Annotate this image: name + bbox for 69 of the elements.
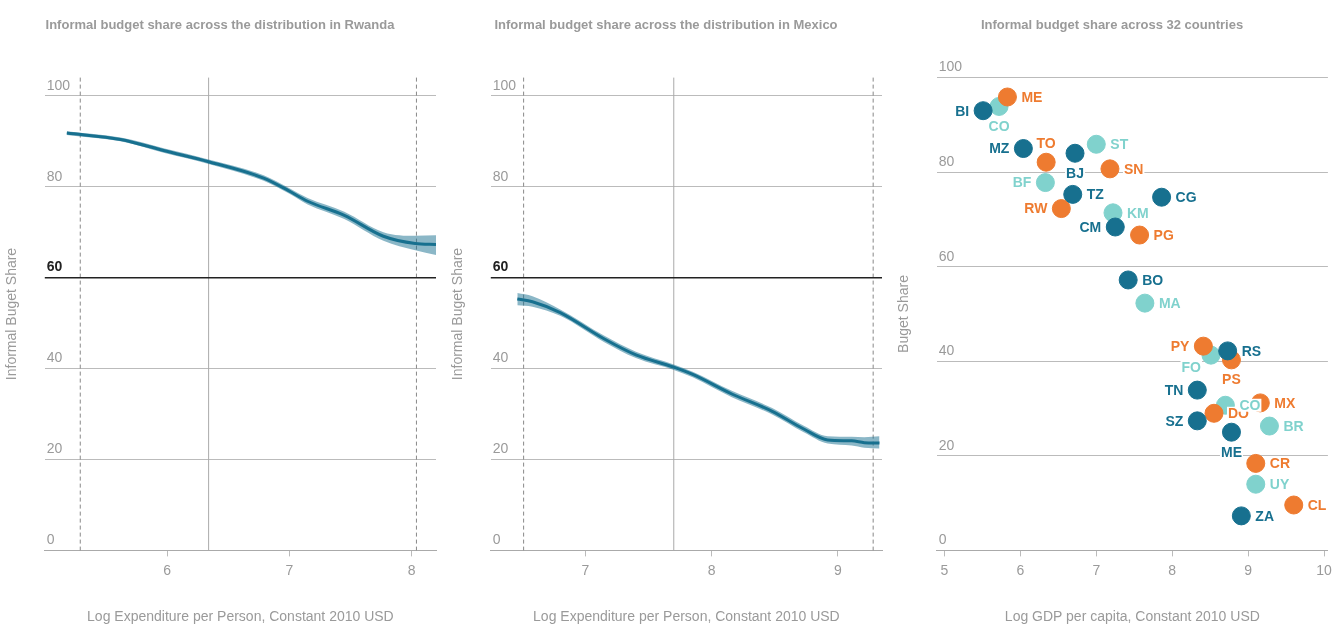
chart-title: Informal budget share across the distribution in Rwanda bbox=[45, 17, 396, 33]
y-tick-label: 80 bbox=[938, 153, 955, 170]
annotation: PG bbox=[1153, 226, 1174, 243]
x-tick-label: 8 bbox=[707, 561, 716, 578]
x-tick-label: 5 bbox=[940, 561, 949, 578]
y-tick-label: 40 bbox=[46, 349, 63, 366]
x-tick-label: 6 bbox=[163, 561, 172, 578]
annotation: BI bbox=[955, 102, 970, 119]
annotation: CO bbox=[988, 117, 1010, 134]
y-tick-label: 60 bbox=[46, 258, 63, 275]
y-tick-label: 40 bbox=[938, 342, 955, 359]
y-tick-label: 0 bbox=[938, 531, 947, 548]
annotation: CR bbox=[1269, 455, 1290, 472]
annotation: MZ bbox=[989, 140, 1010, 157]
annotation: PY bbox=[1170, 338, 1191, 355]
annotation: MA bbox=[1158, 294, 1181, 311]
x-tick-label: 9 bbox=[833, 561, 842, 578]
y-tick-label: 60 bbox=[492, 258, 509, 275]
x-axis-title: Log Expenditure per Person, Constant 2010 USD bbox=[533, 608, 840, 625]
x-tick-label: 8 bbox=[1168, 561, 1177, 578]
annotation: CG bbox=[1175, 189, 1197, 206]
annotation: ME bbox=[1021, 88, 1043, 105]
annotation: BF bbox=[1012, 174, 1032, 191]
annotation: CM bbox=[1079, 218, 1102, 235]
x-axis-title: Log Expenditure per Person, Constant 2010 USD bbox=[87, 608, 394, 625]
y-tick-label: 0 bbox=[492, 531, 501, 548]
annotation: TZ bbox=[1086, 186, 1105, 203]
annotation: MX bbox=[1274, 394, 1296, 411]
annotation: KM bbox=[1126, 204, 1149, 221]
annotation: ME bbox=[1220, 443, 1242, 460]
annotation: PS bbox=[1222, 371, 1241, 388]
chart-title: Informal budget share across 32 countries bbox=[980, 17, 1244, 33]
annotation: UY bbox=[1269, 476, 1290, 493]
y-tick-label: 100 bbox=[46, 76, 71, 93]
x-tick-label: 7 bbox=[285, 561, 294, 578]
x-tick-label: 7 bbox=[1092, 561, 1101, 578]
annotation: BJ bbox=[1066, 164, 1084, 181]
y-tick-label: 0 bbox=[46, 531, 55, 548]
y-tick-label: 80 bbox=[492, 167, 509, 184]
y-tick-label: 40 bbox=[492, 349, 509, 366]
annotation: BR bbox=[1283, 417, 1304, 434]
x-tick-label: 7 bbox=[581, 561, 590, 578]
y-tick-label: 20 bbox=[492, 440, 509, 457]
annotation: SN bbox=[1123, 160, 1144, 177]
x-tick-label: 9 bbox=[1244, 561, 1253, 578]
y-tick-label: 100 bbox=[938, 58, 963, 75]
annotation: ZA bbox=[1255, 507, 1274, 524]
annotation: TN bbox=[1164, 381, 1184, 398]
x-tick-label: 6 bbox=[1016, 561, 1025, 578]
annotation: TO bbox=[1036, 134, 1056, 151]
annotation: RW bbox=[1024, 200, 1049, 217]
y-tick-label: 100 bbox=[492, 76, 517, 93]
annotation: SZ bbox=[1165, 412, 1184, 429]
y-tick-label: 20 bbox=[938, 436, 955, 453]
y-axis-title: Buget Share bbox=[895, 274, 912, 353]
chart-title: Informal budget share across the distribution in Mexico bbox=[494, 17, 838, 33]
y-axis-title: Informal Buget Share bbox=[3, 247, 20, 381]
annotation: CL bbox=[1307, 496, 1327, 513]
x-tick-label: 8 bbox=[407, 561, 416, 578]
y-axis-title: Informal Buget Share bbox=[449, 247, 466, 381]
x-axis-title: Log GDP per capita, Constant 2010 USD bbox=[1004, 608, 1260, 625]
annotation: FO bbox=[1181, 358, 1202, 375]
annotation: ST bbox=[1110, 136, 1129, 153]
x-tick-label: 10 bbox=[1316, 561, 1333, 578]
annotation: RS bbox=[1241, 342, 1262, 359]
y-tick-label: 60 bbox=[938, 247, 955, 264]
y-tick-label: 80 bbox=[46, 167, 63, 184]
annotation: BO bbox=[1142, 271, 1164, 288]
y-tick-label: 20 bbox=[46, 440, 63, 457]
